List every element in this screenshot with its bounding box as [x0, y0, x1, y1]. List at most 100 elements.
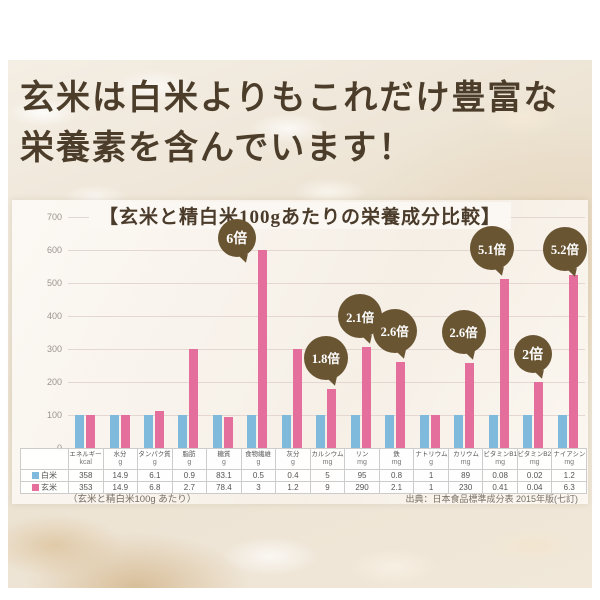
legend-swatch-玄米	[32, 484, 39, 491]
bar-玄米-カルシウム	[327, 388, 337, 448]
table-header-ナトリウム: ナトリウム g	[414, 449, 449, 470]
y-axis-tick-300: 300	[46, 344, 62, 354]
column-name: カリウム	[452, 451, 479, 458]
column-unit: g	[152, 459, 157, 467]
rice-photo-background: 玄米は白米よりもこれだけ豊富な 栄養素を含んでいます！ 【玄米と精白米100gあ…	[8, 60, 592, 588]
ratio-bubble-label: 1.8倍	[311, 352, 340, 367]
bar-白米-ビタミンB1	[488, 415, 498, 448]
table-value: 14.9	[112, 471, 129, 480]
column-name: 水分	[113, 451, 127, 458]
bar-白米-ナイアシン	[557, 415, 567, 448]
column-unit: g	[256, 459, 261, 467]
table-header-エネルギー: エネルギー kcal	[69, 449, 104, 470]
ratio-bubble-ビタミンB1: 5.1倍	[470, 226, 515, 277]
ratio-bubble-label: 5.1倍	[478, 242, 507, 257]
y-axis-tick-100: 100	[46, 410, 62, 420]
value-白米-ナトリウム: 1	[414, 470, 449, 482]
bar-白米-ナトリウム	[419, 415, 429, 448]
column-unit: mg	[495, 459, 506, 467]
bubble-tail	[362, 335, 374, 346]
value-白米-ビタミンB1: 0.08	[483, 470, 518, 482]
column-name: ビタミンB1	[483, 451, 517, 458]
bubble-tail	[238, 254, 250, 264]
ratio-bubble-label: 2.6倍	[449, 326, 478, 341]
column-name: ナイアシン	[553, 451, 586, 458]
ratio-bubble-label: 5.2倍	[550, 243, 580, 258]
legend-label: 白米	[41, 471, 57, 480]
bar-玄米-ビタミンB2	[534, 382, 544, 448]
chart-panel: 【玄米と精白米100gあたりの栄養成分比較】 01002003004005006…	[12, 200, 588, 505]
table-value: 0.02	[526, 471, 543, 480]
value-白米-タンパク質: 6.1	[138, 470, 173, 482]
table-value: 0.4	[287, 471, 299, 480]
value-玄米-ナイアシン: 6.3	[552, 482, 587, 494]
column-name: 鉄	[393, 451, 400, 458]
table-value: 6.3	[563, 483, 575, 492]
bar-白米-鉄	[385, 415, 395, 448]
column-name: エネルギー	[69, 451, 102, 458]
table-header-水分: 水分 g	[103, 449, 139, 470]
ratio-bubble-食物繊維: 6倍	[217, 219, 256, 264]
gridline-500	[68, 283, 585, 284]
table-header-カルシウム: カルシウム mg	[310, 449, 346, 470]
table-header-ナイアシン: ナイアシン mg	[552, 449, 587, 470]
column-unit: mg	[529, 459, 540, 467]
table-value: 0.8	[391, 471, 403, 480]
ratio-bubble-label: 2.6倍	[380, 325, 409, 339]
value-玄米-ナトリウム: 1	[414, 482, 449, 494]
bar-玄米-食物繊維	[258, 250, 268, 448]
column-name: 食物繊維	[245, 451, 272, 458]
column-name: ビタミンB2	[517, 451, 552, 458]
y-axis-tick-700: 700	[46, 212, 62, 222]
footnote: （玄米と精白米100g あたり）	[68, 494, 197, 505]
value-白米-カルシウム: 5	[310, 470, 346, 482]
table-value: 95	[357, 471, 367, 480]
column-unit: g	[291, 459, 295, 467]
value-玄米-水分: 14.9	[103, 482, 139, 494]
y-axis-tick-600: 600	[46, 245, 62, 255]
bar-白米-タンパク質	[143, 415, 153, 448]
bubble-tail	[328, 376, 340, 387]
value-白米-カリウム: 89	[448, 470, 484, 482]
table-value: 0.9	[183, 471, 195, 480]
bar-玄米-鉄	[396, 361, 406, 448]
value-白米-脂肪: 0.9	[172, 470, 208, 482]
value-玄米-カリウム: 230	[448, 482, 484, 494]
value-白米-リン: 95	[345, 470, 380, 482]
source-note: 出典：日本食品標準成分表 2015年版(七訂)	[405, 494, 578, 504]
value-玄米-脂肪: 2.7	[172, 482, 208, 494]
table-value: 2.1	[391, 483, 403, 492]
main-title: 玄米は白米よりもこれだけ豊富な 栄養素を含んでいます！	[20, 74, 559, 174]
column-name: ナトリウム	[414, 451, 448, 458]
table-value: 0.08	[492, 471, 508, 480]
gridline-100	[68, 415, 585, 416]
bar-白米-ビタミンB2	[523, 415, 533, 448]
bar-玄米-灰分	[292, 349, 302, 448]
bar-玄米-リン	[361, 347, 371, 448]
column-unit: mg	[391, 459, 402, 467]
bubble-tail	[534, 370, 546, 380]
ratio-bubble-ナイアシン: 5.2倍	[543, 226, 587, 278]
bar-玄米-ナイアシン	[568, 274, 578, 449]
nutrition-table: エネルギー kcal 水分 g タンパク質 g 脂肪 g 糖質 g 食物繊維 g 灰分 g カルシウム mg リ…	[20, 448, 587, 494]
table-value: 78.4	[216, 483, 232, 492]
bar-白米-脂肪	[178, 415, 188, 448]
column-name: カルシウム	[311, 451, 344, 458]
value-白米-灰分: 0.4	[276, 470, 311, 482]
value-白米-糖質: 83.1	[207, 470, 242, 482]
column-name: タンパク質	[138, 451, 171, 458]
value-白米-水分: 14.9	[103, 470, 139, 482]
table-header-糖質: 糖質 g	[207, 449, 242, 470]
ratio-bubble-label: 2倍	[522, 348, 544, 363]
bar-白米-糖質	[212, 415, 222, 448]
bar-白米-エネルギー	[75, 415, 84, 448]
value-白米-エネルギー: 358	[69, 470, 104, 482]
table-header-脂肪: 脂肪 g	[172, 449, 208, 470]
table-value: 9	[325, 483, 330, 492]
column-unit: mg	[564, 459, 575, 467]
table-value: 2.7	[183, 483, 195, 492]
legend-swatch-白米	[32, 472, 39, 479]
column-unit: mg	[460, 459, 471, 467]
table-value: 290	[355, 483, 369, 492]
table-header-ビタミンB1: ビタミンB1 mg	[483, 449, 518, 470]
